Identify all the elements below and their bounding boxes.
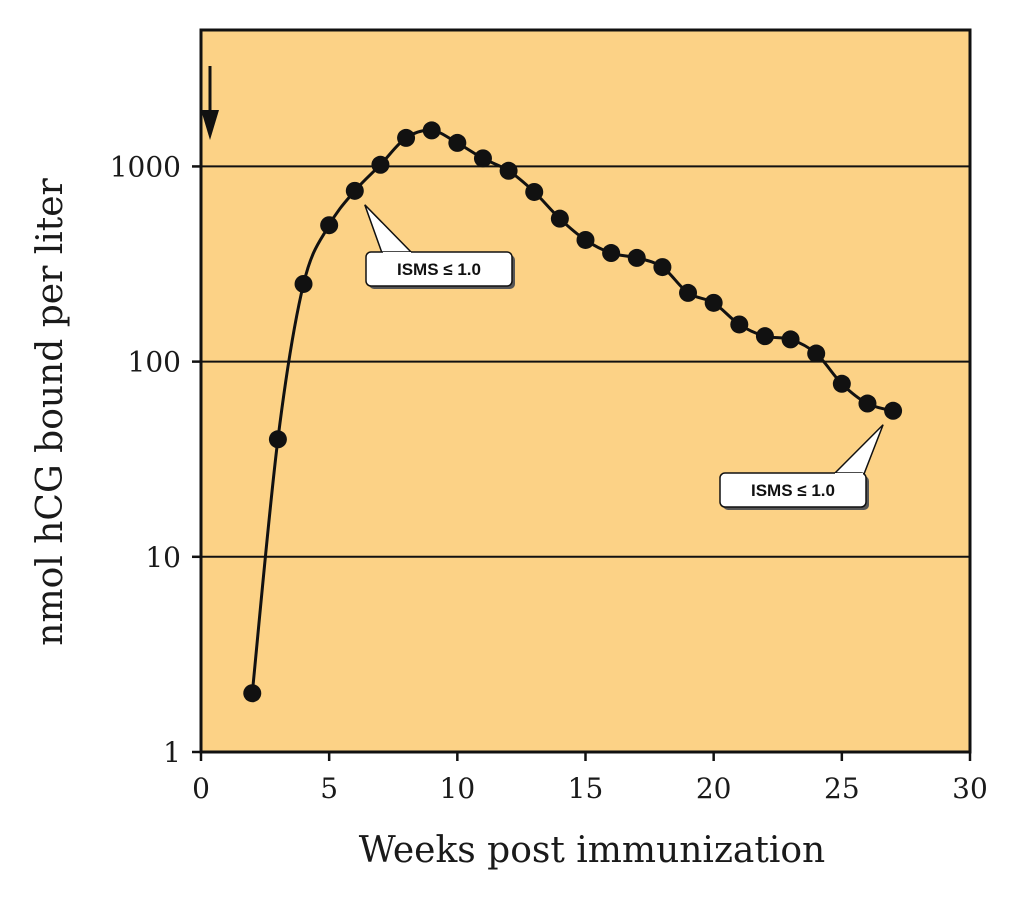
data-point-week-14 — [550, 209, 569, 228]
data-point-week-8 — [397, 128, 416, 147]
y-tick-label: 100 — [128, 346, 181, 379]
data-point-week-21 — [730, 315, 749, 334]
callout-isms-1: ISMS ≤ 1.0 — [364, 204, 515, 289]
x-tick-label: 30 — [952, 772, 988, 805]
data-point-week-26 — [858, 394, 877, 413]
callout-label: ISMS ≤ 1.0 — [397, 260, 481, 279]
data-point-week-7 — [371, 155, 390, 174]
data-point-week-13 — [525, 182, 544, 201]
data-point-week-4 — [294, 274, 313, 293]
y-axis-ticks: 1 10 100 1000 — [110, 150, 201, 769]
data-point-week-5 — [320, 216, 339, 235]
data-point-week-16 — [602, 244, 621, 263]
y-axis-title: nmol hCG bound per liter — [30, 177, 71, 645]
callout-label: ISMS ≤ 1.0 — [751, 481, 835, 500]
callouts: ISMS ≤ 1.0 ISMS ≤ 1.0 — [364, 204, 884, 510]
y-tick-label: 10 — [145, 541, 181, 574]
data-point-week-9 — [422, 121, 441, 140]
y-tick-label: 1000 — [110, 150, 181, 183]
x-tick-label: 15 — [568, 772, 604, 805]
x-tick-label: 25 — [824, 772, 860, 805]
gridlines — [201, 165, 970, 558]
data-point-week-2 — [243, 684, 262, 703]
data-point-week-17 — [627, 248, 646, 267]
x-tick-label: 5 — [320, 772, 338, 805]
data-point-week-15 — [576, 230, 595, 249]
callout-box — [719, 472, 867, 508]
data-point-week-22 — [755, 327, 774, 346]
x-tick-label: 10 — [440, 772, 476, 805]
data-point-week-11 — [473, 149, 492, 168]
data-point-week-18 — [653, 258, 672, 277]
x-tick-label: 20 — [696, 772, 732, 805]
x-axis-ticks: 0 5 10 15 20 25 30 — [192, 752, 988, 805]
x-tick-label: 0 — [192, 772, 210, 805]
data-point-week-10 — [448, 133, 467, 152]
data-point-week-27 — [884, 401, 903, 420]
y-tick-label: 1 — [163, 736, 181, 769]
data-point-week-23 — [781, 330, 800, 349]
data-point-week-6 — [345, 181, 364, 200]
callout-box — [365, 251, 513, 287]
data-point-week-3 — [268, 430, 287, 449]
plot-background — [201, 30, 970, 752]
x-axis-title: Weeks post immunization — [359, 830, 825, 871]
data-point-week-24 — [807, 344, 826, 363]
data-point-week-25 — [832, 374, 851, 393]
data-points — [243, 121, 903, 703]
data-point-week-19 — [679, 283, 698, 302]
callout-isms-2: ISMS ≤ 1.0 — [719, 424, 884, 510]
data-point-week-12 — [499, 161, 518, 180]
data-point-week-20 — [704, 293, 723, 312]
immunization-arrow-icon — [201, 66, 219, 140]
